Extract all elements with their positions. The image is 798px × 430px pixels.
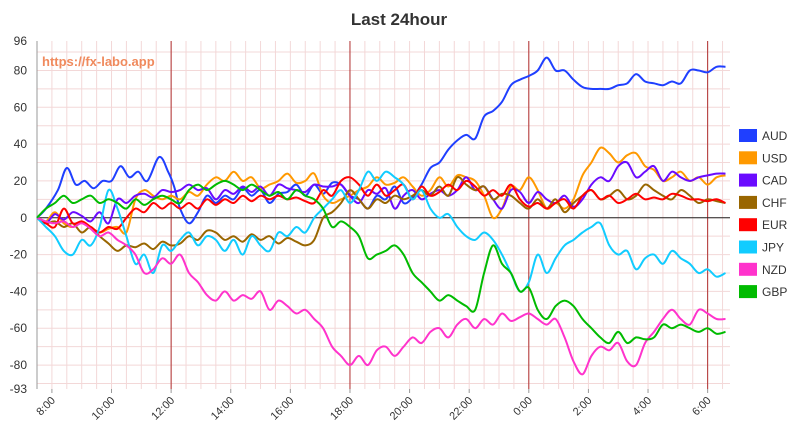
y-tick-label: 80 (14, 63, 28, 77)
watermark-url: https://fx-labo.app (42, 54, 155, 69)
chart-title: Last 24hour (351, 10, 448, 29)
legend-swatch-usd (739, 151, 757, 165)
session-lines (170, 41, 709, 389)
y-axis-ticks: 96 80 60 40 20 0 -20 -40 -60 -80 -93 (10, 34, 28, 396)
legend-label-nzd: NZD (762, 263, 787, 277)
x-tick-label: 8:00 (34, 395, 58, 419)
y-tick-label: 40 (14, 137, 28, 151)
legend-swatch-cad (739, 173, 757, 187)
y-tick-label: 20 (14, 174, 28, 188)
x-tick-label: 4:00 (631, 395, 655, 419)
legend-label-gbp: GBP (762, 285, 787, 299)
legend: AUD USD CAD CHF EUR JPY NZD GBP (739, 129, 788, 299)
x-tick-label: 22:00 (447, 395, 475, 423)
x-tick-label: 20:00 (388, 395, 416, 423)
legend-swatch-gbp (739, 285, 757, 299)
series-line-eur (36, 176, 726, 234)
series-line-nzd (36, 216, 726, 376)
x-axis-ticks: 8:00 10:00 12:00 14:00 16:00 18:00 20:00 22:00 0… (34, 389, 714, 423)
legend-label-cad: CAD (762, 174, 788, 188)
series-line-aud (36, 56, 726, 225)
grid-layer (37, 41, 730, 389)
series-line-gbp (36, 179, 726, 345)
y-tick-label: -40 (10, 284, 28, 298)
y-tick-label: -60 (10, 321, 28, 335)
legend-label-jpy: JPY (762, 241, 784, 255)
series-layer (36, 56, 726, 376)
legend-swatch-chf (739, 195, 757, 209)
y-tick-label: 96 (14, 34, 28, 48)
x-tick-label: 16:00 (269, 395, 297, 423)
y-tick-label: -20 (10, 248, 28, 262)
y-tick-label: 60 (14, 100, 28, 114)
x-tick-label: 6:00 (690, 395, 714, 419)
x-tick-label: 0:00 (511, 395, 535, 419)
legend-label-eur: EUR (762, 218, 788, 232)
x-tick-label: 2:00 (571, 395, 595, 419)
series-line-usd (36, 146, 726, 235)
x-tick-label: 10:00 (90, 395, 118, 423)
legend-swatch-eur (739, 218, 757, 232)
x-tick-label: 18:00 (328, 395, 356, 423)
legend-label-usd: USD (762, 151, 788, 165)
y-tick-label: 0 (20, 211, 27, 225)
x-tick-label: 14:00 (209, 395, 237, 423)
legend-label-aud: AUD (762, 129, 788, 143)
x-tick-label: 12:00 (149, 395, 177, 423)
y-tick-label: -93 (10, 382, 28, 396)
legend-label-chf: CHF (762, 196, 787, 210)
legend-swatch-aud (739, 129, 757, 142)
y-tick-label: -80 (10, 358, 28, 372)
legend-swatch-nzd (739, 262, 757, 276)
series-line-jpy (36, 170, 726, 293)
legend-swatch-jpy (739, 240, 757, 254)
